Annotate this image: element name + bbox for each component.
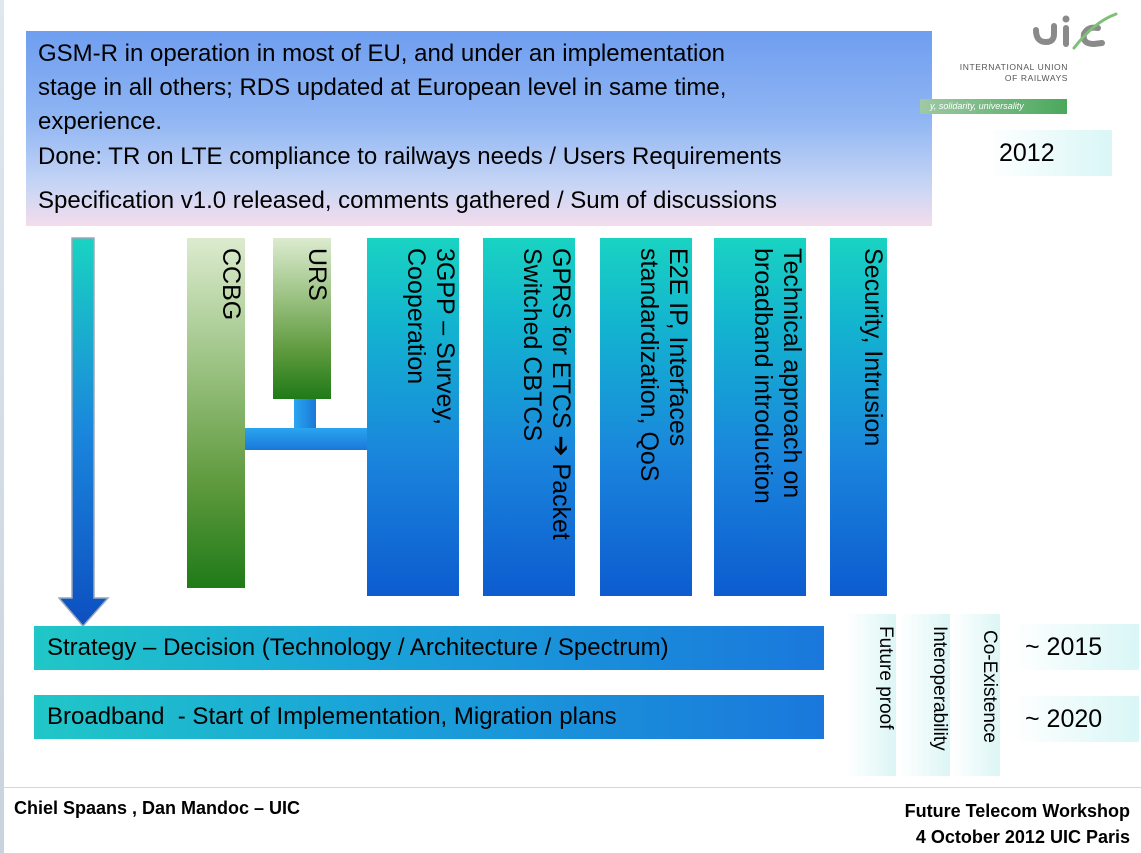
e2e-label-line-2: standardization, QoS [635,248,663,482]
uic-name-line-1: INTERNATIONAL UNION [959,62,1068,72]
technical-approach-column: Technical approach on broadband introduc… [714,238,806,596]
header-line-3: experience. [38,108,163,135]
co-existence-label: Co-Existence [979,630,1000,743]
uic-name: INTERNATIONAL UNION OF RAILWAYS [940,62,1068,84]
3gpp-label-line-1: 3GPP – Survey, [431,248,459,425]
header-line-1: GSM-R in operation in most of EU, and un… [38,40,726,67]
uic-logo [1033,12,1118,50]
gprs-column: GPRS for ETCS ➔ Packet Switched CBTCS [483,238,575,596]
uic-tagline: y, solidarity, universality [920,99,1067,114]
uic-name-line-2: OF RAILWAYS [1004,73,1068,83]
technical-label-line-2: broadband introduction [749,248,777,504]
urs-connector-vertical [294,399,316,431]
footer-event-name: Future Telecom Workshop [904,801,1130,821]
slide-left-edge [0,0,4,853]
future-proof-label: Future proof [875,626,896,730]
interoperability-label: Interoperability [929,626,950,751]
broadband-bar: Broadband - Start of Implementation, Mig… [34,695,824,739]
header-box: GSM-R in operation in most of EU, and un… [26,31,932,226]
footer-authors: Chiel Spaans , Dan Mandoc – UIC [14,798,301,818]
header-line-2: stage in all others; RDS updated at Euro… [38,74,727,101]
footer-divider [0,787,1141,788]
header-line-5: Specification v1.0 released, comments ga… [38,187,778,214]
year-2012-box: 2012 [987,130,1112,176]
footer-event-date: 4 October 2012 UIC Paris [915,827,1130,847]
down-arrow-icon [58,237,110,628]
e2e-label-line-1: E2E IP, Interfaces [664,248,692,447]
e2e-column: E2E IP, Interfaces standardization, QoS [600,238,692,596]
3gpp-column: 3GPP – Survey, Cooperation [367,238,459,596]
header-line-4: Done: TR on LTE compliance to railways n… [38,143,782,170]
strategy-bar: Strategy – Decision (Technology / Archit… [34,626,824,670]
urs-column: URS [273,238,331,399]
year-2015-box: ~ 2015 [1013,624,1139,670]
ccbg-label: CCBG [217,248,245,321]
gprs-label-line-1: GPRS for ETCS ➔ Packet [547,248,575,540]
footer-event: Future Telecom Workshop 4 October 2012 U… [800,798,1130,850]
urs-label: URS [303,248,331,301]
year-2020-box: ~ 2020 [1013,696,1139,742]
future-proof-box: Future proof [846,614,896,776]
3gpp-label-line-2: Cooperation [402,248,430,385]
ccbg-connector-horizontal [245,428,367,450]
security-column: Security, Intrusion [830,238,887,596]
security-label: Security, Intrusion [859,248,887,447]
gprs-label-line-2: Switched CBTCS [518,248,546,442]
co-existence-box: Co-Existence [952,614,1000,776]
ccbg-column: CCBG [187,238,245,588]
technical-label-line-1: Technical approach on [778,248,806,499]
interoperability-box: Interoperability [900,614,950,776]
